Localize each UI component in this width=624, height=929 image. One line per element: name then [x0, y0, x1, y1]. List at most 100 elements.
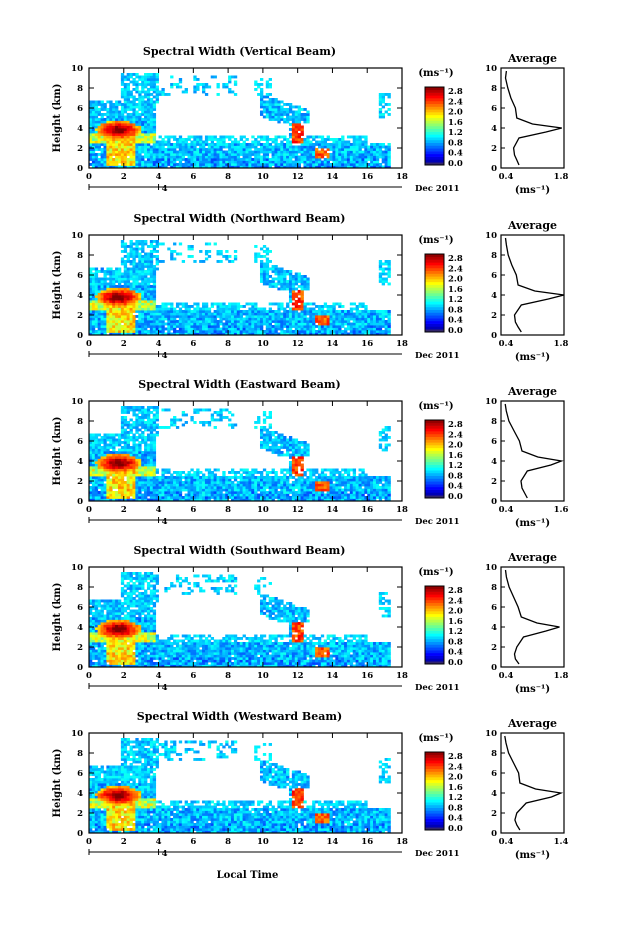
heatmap-cell [138, 421, 142, 424]
heatmap-cell [100, 488, 104, 492]
heatmap-cell [352, 150, 357, 154]
heatmap-cell [115, 332, 119, 336]
heatmap-cell [216, 491, 220, 494]
heatmap-cell [155, 160, 159, 164]
heatmap-cell [291, 113, 296, 116]
heatmap-cell [123, 108, 128, 111]
heatmap-cell [106, 307, 110, 311]
heatmap-cell [146, 486, 151, 489]
heatmap-cell [115, 160, 119, 164]
heatmap-cell [117, 451, 122, 454]
heatmap-cell [120, 143, 125, 146]
heatmap-cell [213, 160, 217, 164]
heatmap-cell [152, 123, 157, 126]
heatmap-cell [117, 491, 122, 494]
heatmap-cell [233, 83, 238, 86]
heatmap-cell [97, 451, 101, 454]
heatmap-cell [320, 330, 325, 333]
heatmap-cell [158, 165, 162, 169]
heatmap-cell [132, 317, 136, 321]
heatmap-cell [89, 433, 93, 437]
heatmap-cell [132, 498, 136, 502]
heatmap-cell [288, 270, 293, 273]
heatmap-cell [89, 155, 93, 159]
heatmap-cell [152, 446, 157, 449]
heatmap-cell [129, 240, 133, 243]
heatmap-cell [112, 272, 116, 276]
heatmap-cell [158, 135, 162, 139]
heatmap-cell [213, 478, 217, 482]
heatmap-cell [262, 277, 267, 281]
heatmap-cell [141, 272, 145, 276]
heatmap-cell [170, 498, 174, 502]
heatmap-cell [367, 325, 371, 328]
heatmap-cell [341, 320, 345, 323]
heatmap-cell [233, 320, 238, 323]
heatmap-cell [149, 158, 154, 161]
heatmap-cell [294, 138, 299, 141]
heatmap-cell [89, 133, 93, 136]
heatmap-cell [364, 150, 368, 154]
heatmap-cell [120, 133, 125, 136]
heatmap-cell [146, 148, 151, 151]
heatmap-cell [173, 488, 177, 492]
x-tick-label: 8 [225, 172, 231, 182]
heatmap-cell [152, 247, 157, 251]
heatmap-cell [297, 292, 301, 296]
heatmap-cell [303, 138, 307, 141]
heatmap-cell [320, 153, 325, 156]
heatmap-cell [115, 458, 119, 462]
heatmap-cell [329, 310, 333, 313]
heatmap-cell [120, 148, 125, 151]
y-tick-label: 2 [77, 311, 83, 321]
heatmap-cell [291, 307, 296, 311]
heatmap-cell [190, 488, 194, 492]
heatmap-cell [152, 108, 157, 111]
heatmap-cell [335, 163, 339, 166]
heatmap-cell [346, 332, 351, 336]
heatmap-cell [129, 130, 133, 134]
heatmap-cell [135, 240, 139, 243]
heatmap-cell [294, 320, 299, 323]
profile-x-tick-label: 0.4 [499, 172, 514, 182]
heatmap-cell [219, 145, 223, 149]
heatmap-cell [291, 150, 296, 154]
heatmap-cell [175, 150, 180, 154]
heatmap-cell [367, 315, 371, 318]
heatmap-cell [170, 320, 174, 323]
heatmap-cell [97, 458, 101, 462]
heatmap-cell [170, 473, 174, 477]
heatmap-cell [335, 320, 339, 323]
heatmap-cell [277, 280, 281, 283]
x-tick-label: 6 [190, 339, 196, 349]
heatmap-cell [144, 426, 148, 429]
heatmap-cell [251, 140, 255, 144]
heatmap-cell [317, 305, 322, 308]
heatmap-cell [91, 302, 96, 306]
heatmap-cell [149, 255, 154, 258]
heatmap-cell [132, 486, 136, 489]
heatmap-cell [248, 320, 252, 323]
heatmap-cell [115, 105, 119, 109]
heatmap-cell [100, 300, 104, 303]
heatmap-cell [213, 135, 217, 139]
heatmap-cell [280, 302, 284, 306]
heatmap-cell [320, 307, 325, 311]
heatmap-cell [120, 105, 125, 109]
heatmap-cell [262, 148, 267, 151]
heatmap-cell [146, 446, 151, 449]
heatmap-cell [106, 451, 110, 454]
heatmap-cell [335, 160, 339, 164]
heatmap-cell [286, 143, 290, 146]
heatmap-cell [323, 330, 328, 333]
heatmap-cell [190, 330, 194, 333]
heatmap-cell [173, 325, 177, 328]
heatmap-cell [138, 83, 142, 86]
heatmap-cell [152, 277, 157, 281]
heatmap-cell [271, 110, 275, 114]
heatmap-cell [126, 297, 130, 301]
heatmap-cell [97, 165, 101, 169]
heatmap-cell [213, 486, 217, 489]
heatmap-cell [120, 83, 125, 86]
heatmap-cell [158, 491, 162, 494]
